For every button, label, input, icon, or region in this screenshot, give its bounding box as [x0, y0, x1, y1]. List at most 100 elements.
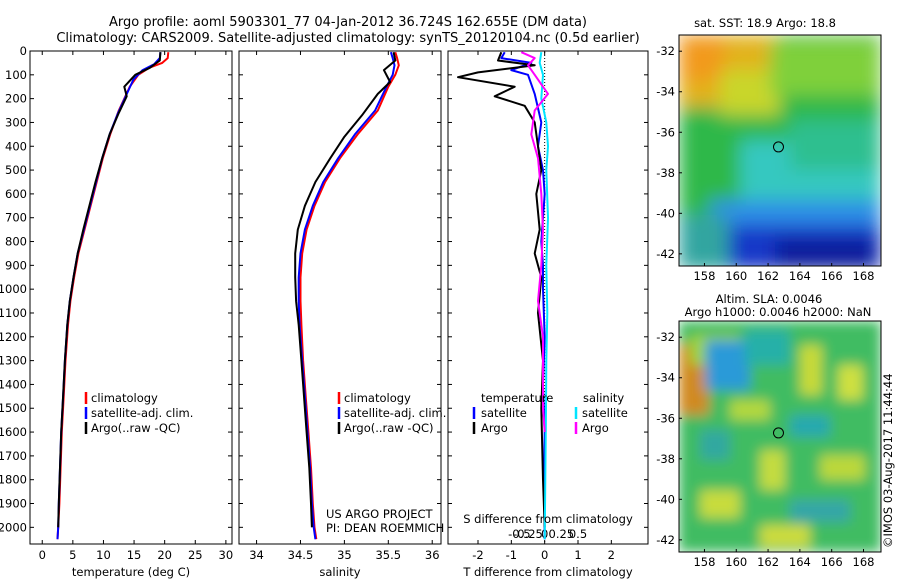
- salinity-panel-frame: [238, 50, 442, 545]
- sla-map-frame: [678, 320, 882, 553]
- s-difference-axis-labels: -0.5-0.250 0.250.5: [508, 527, 587, 541]
- sla-low-patch: [705, 340, 750, 390]
- sla-high-ridge-7: [760, 525, 810, 547]
- depth-tick-label: 1400: [0, 377, 27, 391]
- legend-s-argo-label: Argo: [582, 421, 609, 435]
- x-tick-label: 0: [39, 548, 46, 562]
- sla-low-rim: [745, 330, 790, 365]
- title-line-2: Climatology: CARS2009. Satellite-adjuste…: [56, 31, 639, 46]
- sla-low-ridge-3: [790, 500, 850, 522]
- s-difference-label: S difference from climatology: [463, 512, 633, 526]
- argo-position-marker: [772, 141, 784, 153]
- difference-panel-frame: [447, 50, 649, 545]
- title-line-1: Argo profile: aoml 5903301_77 04-Jan-201…: [109, 15, 587, 30]
- series-line-satellite-adj-clim-: [56, 52, 162, 540]
- x-tick-label: 2: [608, 548, 615, 562]
- difference-legend: temperature salinity satellite Argo sate…: [472, 391, 628, 435]
- legend-climatology-label: climatology: [344, 391, 411, 405]
- x-tick-label: 35: [337, 548, 352, 562]
- s-diff-tick-label: 0.5: [569, 527, 587, 541]
- sla-map-axes: 158 160 162 164 166 168 -32 -34 -36 -38 -40 -42: [656, 330, 874, 569]
- legend-temperature-heading: temperature: [481, 391, 553, 405]
- sla-high-ridge-5: [820, 455, 865, 480]
- temperature-xlabel: temperature (deg C): [72, 565, 190, 579]
- depth-tick-label: 100: [5, 68, 27, 82]
- lon-tick-label: 166: [821, 269, 843, 283]
- lon-tick-label: 162: [757, 269, 779, 283]
- project-label-line-2: PI: DEAN ROEMMICH: [326, 521, 444, 535]
- lat-tick-label: -34: [656, 371, 675, 385]
- sst-southwest-patch: [679, 215, 729, 266]
- project-label-line-1: US ARGO PROJECT: [326, 507, 434, 521]
- lon-tick-label: 164: [789, 555, 811, 569]
- x-tick-label: 34.5: [288, 548, 314, 562]
- sla-high-ridge-4: [760, 450, 785, 490]
- temperature-legend: climatology satellite-adj. clim. Argo(..…: [84, 391, 193, 435]
- salinity-x-axis: 34 34.5 35 35.5 36: [249, 51, 440, 562]
- difference-series: [457, 51, 549, 540]
- salinity-xlabel: salinity: [319, 565, 360, 579]
- legend-argo-label: Argo(..raw -QC): [91, 421, 181, 435]
- legend-satellite-label: satellite-adj. clim.: [91, 406, 193, 420]
- depth-tick-label: 1600: [0, 425, 27, 439]
- legend-s-satellite-label: satellite: [582, 406, 628, 420]
- lat-tick-label: -36: [656, 411, 675, 425]
- lat-tick-label: -40: [656, 492, 675, 506]
- series-line-climatology: [299, 51, 400, 540]
- imos-side-label: ©IMOS 03-Aug-2017 11:44:44: [881, 373, 895, 548]
- lon-tick-label: 166: [821, 555, 843, 569]
- x-tick-label: 5: [69, 548, 76, 562]
- sst-coldest-patch: [775, 238, 875, 266]
- lon-tick-label: 160: [725, 269, 747, 283]
- sla-map-title-2: Argo h1000: 0.0046 h2000: NaN: [685, 305, 872, 319]
- salinity-series: [294, 51, 400, 540]
- depth-tick-label: 0: [20, 44, 27, 58]
- series-line-argo-raw-qc-: [294, 51, 397, 528]
- lat-tick-label: -40: [656, 206, 675, 220]
- lon-tick-label: 168: [853, 269, 875, 283]
- temperature-x-axis: 0 5 10 15 20 25 30: [39, 51, 234, 562]
- lon-tick-label: 160: [725, 555, 747, 569]
- depth-tick-label: 300: [5, 115, 27, 129]
- lon-tick-label: 164: [789, 269, 811, 283]
- s-diff-tick-label: 0.25: [549, 527, 575, 541]
- series-line-argo-raw-qc-: [57, 52, 162, 528]
- lat-tick-label: -32: [656, 330, 675, 344]
- sst-map-axes: 158 160 162 164 166 168 -32 -34 -36 -38 -40 -42: [656, 44, 874, 283]
- x-tick-label: 35.5: [375, 548, 401, 562]
- x-tick-label: 30: [219, 548, 234, 562]
- legend-climatology-label: climatology: [91, 391, 158, 405]
- depth-tick-label: 1000: [0, 282, 27, 296]
- depth-tick-label: 1900: [0, 497, 27, 511]
- series-line-salinity-satellite: [538, 52, 549, 540]
- depth-tick-label: 700: [5, 211, 27, 225]
- x-tick-label: 10: [96, 548, 111, 562]
- depth-tick-label: 500: [5, 163, 27, 177]
- sst-map-frame: [678, 34, 882, 267]
- x-tick-label: 15: [127, 548, 142, 562]
- depth-tick-label: 600: [5, 187, 27, 201]
- series-line-temperature-argo: [457, 51, 546, 528]
- sst-hot-patch: [679, 35, 724, 80]
- lat-tick-label: -34: [656, 85, 675, 99]
- lon-tick-label: 162: [757, 555, 779, 569]
- legend-t-argo-label: Argo: [481, 421, 508, 435]
- sla-low-ridge-2: [700, 430, 730, 460]
- x-tick-label: 34: [249, 548, 264, 562]
- sla-high-ridge-3: [730, 400, 770, 420]
- legend-salinity-heading: salinity: [583, 391, 624, 405]
- s-diff-tick-label: -0.25: [513, 527, 543, 541]
- salinity-legend: climatology satellite-adj. clim. Argo(..…: [337, 391, 446, 435]
- s-diff-tick-label: -0.5: [508, 527, 530, 541]
- depth-tick-label: 1100: [0, 306, 27, 320]
- lon-tick-label: 158: [693, 269, 715, 283]
- sst-map-title: sat. SST: 18.9 Argo: 18.8: [694, 16, 836, 30]
- sla-map-image: [679, 321, 881, 552]
- sst-map-image: [679, 35, 881, 266]
- depth-tick-label: 1700: [0, 449, 27, 463]
- sla-high-ridge-6: [700, 490, 740, 518]
- sst-mid-patch: [770, 40, 880, 95]
- lat-tick-label: -42: [656, 533, 675, 547]
- depth-tick-label: 1800: [0, 473, 27, 487]
